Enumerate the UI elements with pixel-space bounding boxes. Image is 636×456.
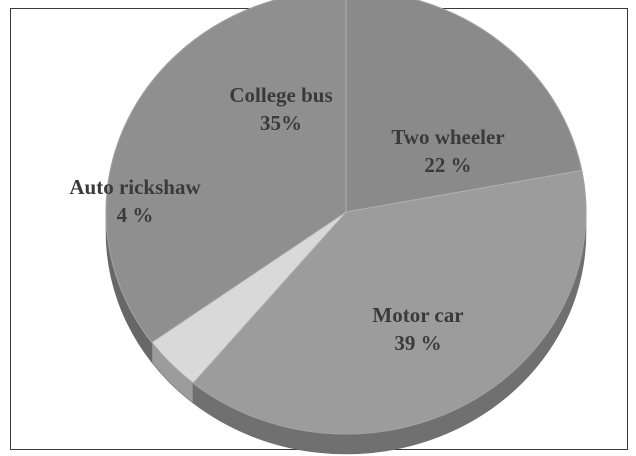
pie-top-slices (105, 0, 587, 435)
slice-label: Auto rickshaw 4 % (69, 175, 201, 227)
slice-percent-label: 22 % (424, 153, 471, 177)
slice-percent-label: 39 % (394, 331, 441, 355)
slice-category-label: Auto rickshaw (69, 175, 201, 199)
pie-labels: Two wheeler 22 % Motor car 39 % Auto ricksha… (69, 83, 504, 355)
slice-percent-label: 4 % (117, 203, 154, 227)
slice-category-label: Two wheeler (391, 125, 504, 149)
slice-category-label: Motor car (372, 303, 463, 327)
slice-label: Two wheeler 22 % (391, 125, 504, 177)
slice-label: Motor car 39 % (372, 303, 463, 355)
slice-label: College bus 35% (229, 83, 332, 135)
slice-category-label: College bus (229, 83, 332, 107)
slice-percent-label: 35% (260, 111, 302, 135)
pie-rim (105, 0, 587, 435)
